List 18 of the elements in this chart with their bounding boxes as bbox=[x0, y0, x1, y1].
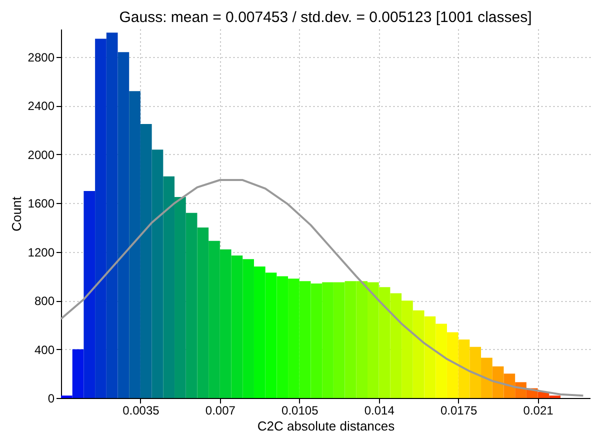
y-tick-label: 400 bbox=[34, 342, 55, 357]
x-tick-label: 0.0175 bbox=[440, 404, 478, 418]
x-tick-label: 0.021 bbox=[523, 404, 554, 418]
x-axis-title: C2C absolute distances bbox=[257, 418, 396, 434]
x-tick-label: 0.0035 bbox=[122, 404, 160, 418]
line-series bbox=[60, 179, 584, 397]
x-tick-label: 0.014 bbox=[364, 404, 395, 418]
y-tick-label: 1600 bbox=[28, 196, 55, 211]
y-tick-label: 2400 bbox=[28, 99, 55, 114]
y-tick-label: 1200 bbox=[28, 245, 55, 260]
y-tick-label: 0 bbox=[48, 392, 55, 406]
x-tick-label: 0.007 bbox=[205, 404, 236, 418]
y-tick-label: 2800 bbox=[28, 50, 55, 65]
chart-title: Gauss: mean = 0.007453 / std.dev. = 0.005123 [1001 classes] bbox=[119, 9, 532, 26]
y-tick-label: 2000 bbox=[28, 148, 55, 162]
y-axis-title: Count bbox=[8, 196, 24, 232]
x-tick-label: 0.0105 bbox=[282, 404, 319, 418]
y-tick-label: 800 bbox=[34, 294, 55, 308]
